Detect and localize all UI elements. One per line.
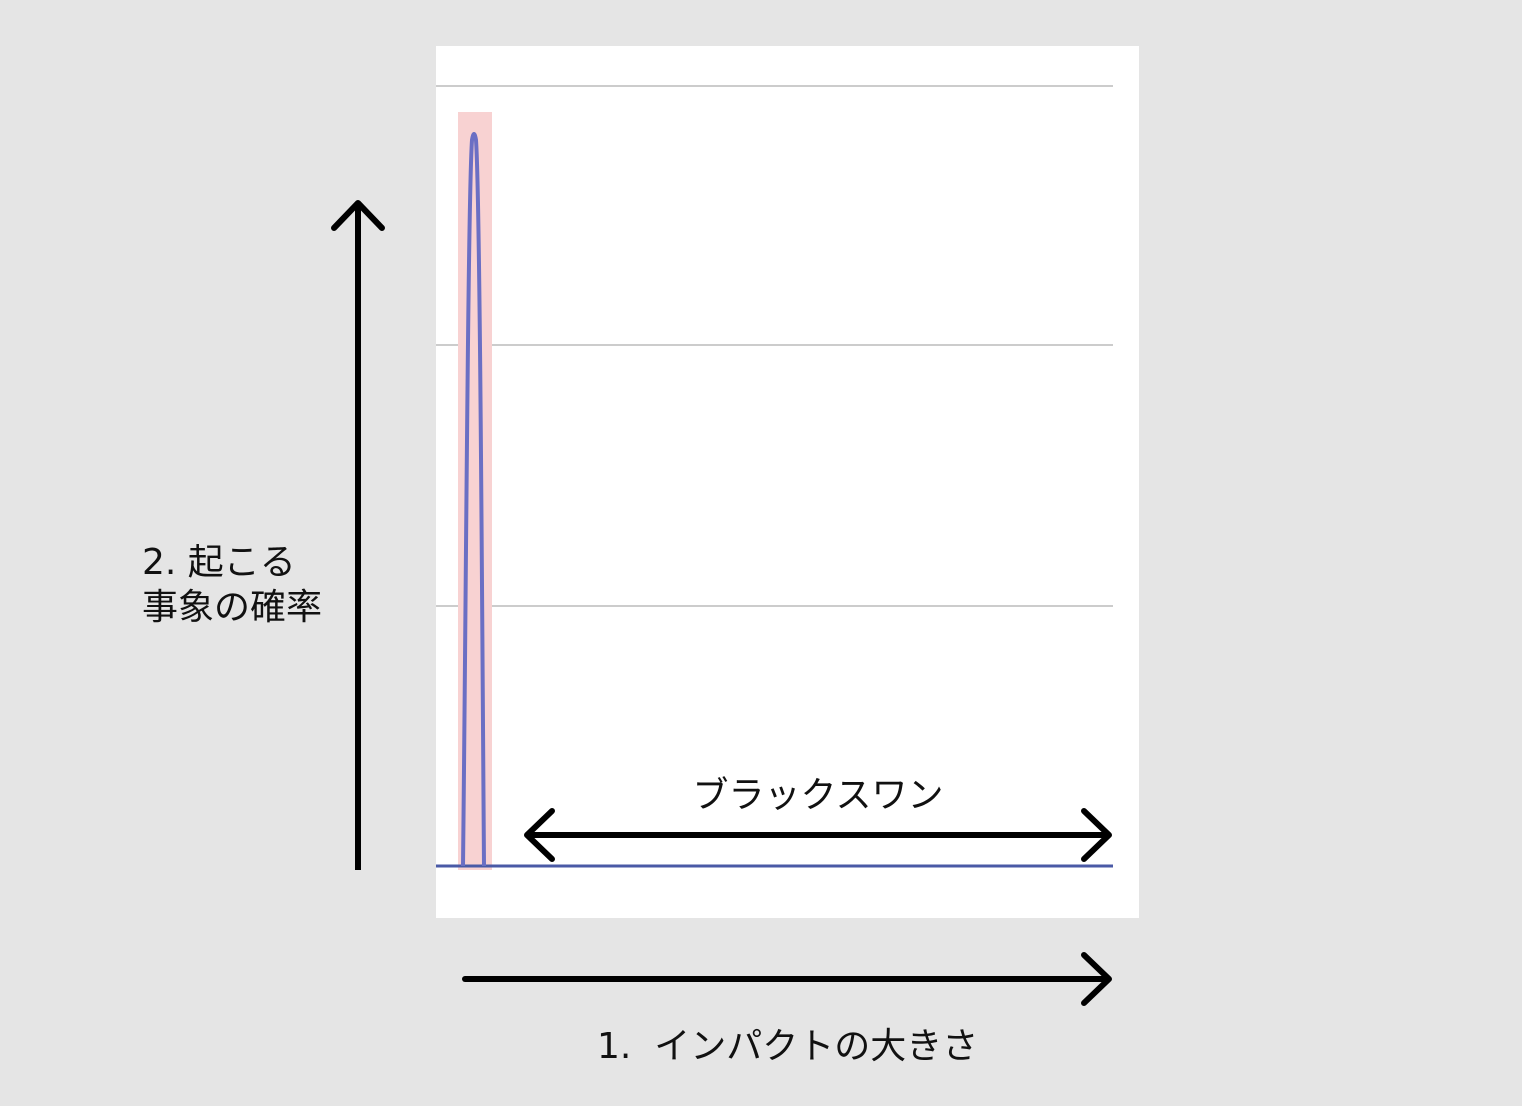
- y-axis-arrowhead-icon: [331, 200, 385, 231]
- y-axis-label-line2: 事象の確率: [142, 587, 322, 628]
- x-axis-label: 1. インパクトの大きさ: [597, 1026, 978, 1067]
- chart-panel: [436, 46, 1139, 918]
- probability-curve: [461, 132, 486, 867]
- black-swan-left-arrowhead-icon: [524, 808, 555, 862]
- black-swan-label: ブラックスワン: [693, 775, 944, 816]
- x-axis-arrowhead-icon: [1081, 952, 1112, 1006]
- black-swan-right-arrowhead-icon: [1081, 808, 1112, 862]
- y-axis-label-line1: 2. 起こる: [142, 542, 296, 583]
